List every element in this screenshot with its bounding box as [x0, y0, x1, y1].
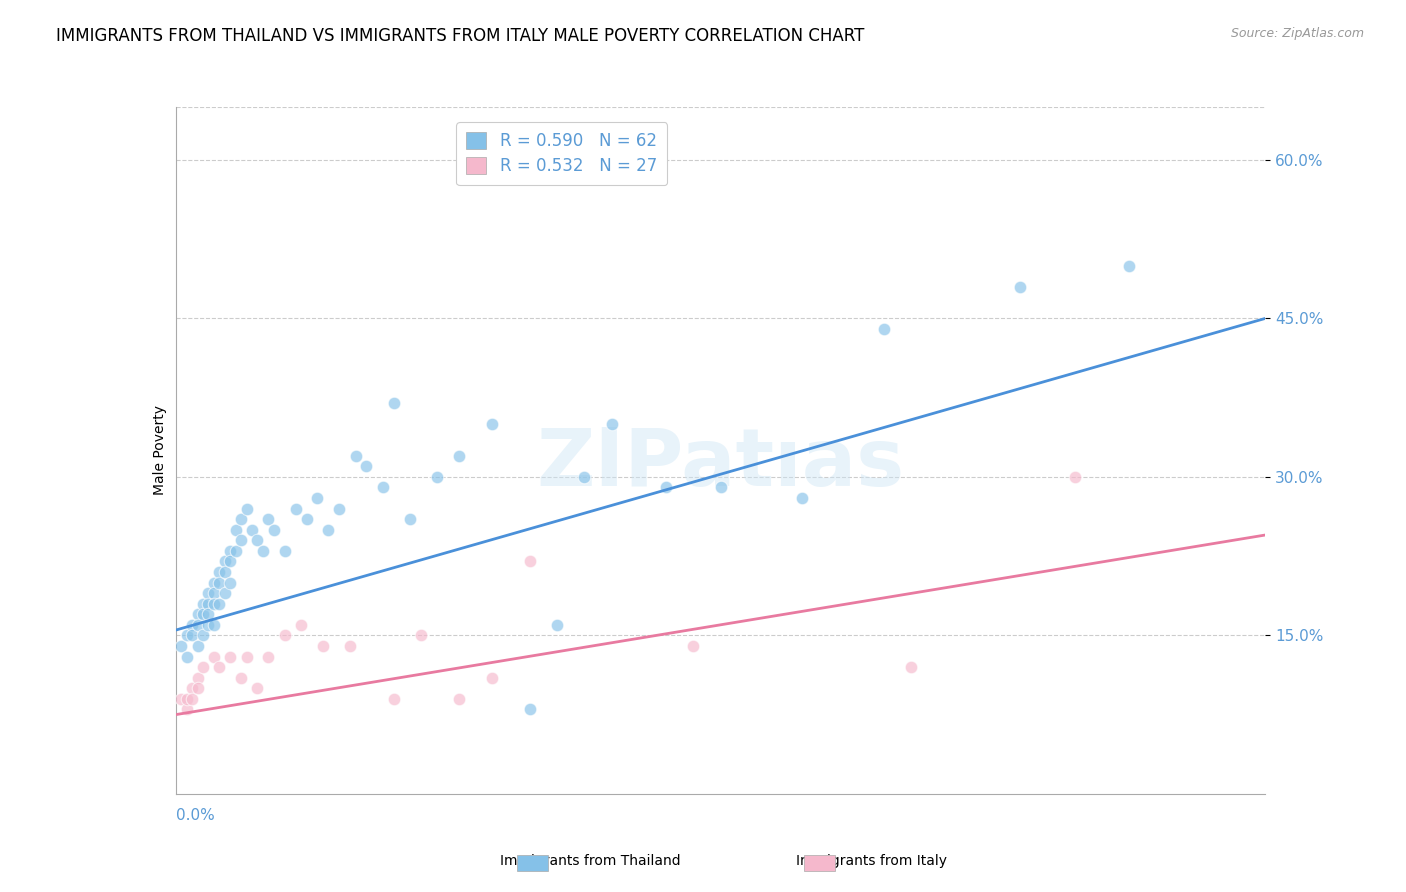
- Point: [214, 554, 236, 568]
- Text: Immigrants from Italy: Immigrants from Italy: [796, 854, 948, 868]
- Point: [600, 417, 623, 431]
- Point: [170, 639, 193, 653]
- Point: [257, 512, 280, 526]
- Point: [235, 501, 257, 516]
- Point: [181, 617, 204, 632]
- Y-axis label: Male Poverty: Male Poverty: [153, 406, 167, 495]
- Point: [219, 649, 242, 664]
- Point: [176, 628, 198, 642]
- Point: [202, 586, 225, 600]
- Point: [176, 649, 198, 664]
- Point: [1010, 279, 1032, 293]
- Point: [371, 480, 394, 494]
- Point: [197, 586, 219, 600]
- Point: [252, 544, 274, 558]
- Point: [191, 607, 214, 622]
- Point: [574, 470, 596, 484]
- Point: [208, 565, 231, 579]
- Point: [181, 681, 204, 696]
- Point: [344, 449, 367, 463]
- Point: [186, 681, 209, 696]
- Point: [257, 649, 280, 664]
- Point: [176, 691, 198, 706]
- Point: [1063, 470, 1085, 484]
- Point: [710, 480, 733, 494]
- Point: [202, 575, 225, 590]
- Point: [246, 681, 269, 696]
- Point: [900, 660, 922, 674]
- Point: [225, 544, 247, 558]
- Point: [170, 691, 193, 706]
- Point: [246, 533, 269, 548]
- Point: [186, 617, 209, 632]
- Point: [191, 660, 214, 674]
- Point: [339, 639, 361, 653]
- Point: [186, 639, 209, 653]
- Point: [219, 544, 242, 558]
- Legend: R = 0.590   N = 62, R = 0.532   N = 27: R = 0.590 N = 62, R = 0.532 N = 27: [457, 122, 666, 186]
- Point: [481, 417, 503, 431]
- Point: [186, 671, 209, 685]
- Point: [426, 470, 449, 484]
- Point: [181, 691, 204, 706]
- Point: [399, 512, 422, 526]
- Text: IMMIGRANTS FROM THAILAND VS IMMIGRANTS FROM ITALY MALE POVERTY CORRELATION CHART: IMMIGRANTS FROM THAILAND VS IMMIGRANTS F…: [56, 27, 865, 45]
- Text: Source: ZipAtlas.com: Source: ZipAtlas.com: [1230, 27, 1364, 40]
- Point: [447, 691, 470, 706]
- Point: [682, 639, 704, 653]
- Point: [208, 575, 231, 590]
- Point: [546, 617, 568, 632]
- Point: [235, 649, 257, 664]
- Point: [186, 607, 209, 622]
- Point: [519, 702, 541, 716]
- Point: [191, 597, 214, 611]
- Point: [202, 649, 225, 664]
- Point: [197, 607, 219, 622]
- Point: [191, 628, 214, 642]
- Point: [231, 533, 253, 548]
- Point: [481, 671, 503, 685]
- Point: [312, 639, 335, 653]
- Point: [231, 512, 253, 526]
- Point: [295, 512, 318, 526]
- Point: [447, 449, 470, 463]
- Point: [208, 660, 231, 674]
- Point: [519, 554, 541, 568]
- Point: [290, 617, 312, 632]
- Text: 0.0%: 0.0%: [176, 807, 215, 822]
- Point: [225, 523, 247, 537]
- Point: [263, 523, 285, 537]
- Point: [197, 597, 219, 611]
- Point: [1118, 259, 1140, 273]
- Point: [219, 575, 242, 590]
- Point: [197, 617, 219, 632]
- Point: [284, 501, 307, 516]
- Point: [382, 396, 405, 410]
- Point: [307, 491, 329, 505]
- Text: Immigrants from Thailand: Immigrants from Thailand: [501, 854, 681, 868]
- Point: [214, 565, 236, 579]
- Point: [202, 597, 225, 611]
- Point: [792, 491, 814, 505]
- Point: [274, 628, 297, 642]
- Point: [318, 523, 340, 537]
- Point: [409, 628, 432, 642]
- Point: [873, 322, 896, 336]
- Point: [214, 586, 236, 600]
- Point: [382, 691, 405, 706]
- Point: [655, 480, 678, 494]
- Point: [176, 702, 198, 716]
- Point: [328, 501, 350, 516]
- Point: [240, 523, 263, 537]
- Point: [274, 544, 297, 558]
- Point: [219, 554, 242, 568]
- Text: ZIPatıas: ZIPatıas: [537, 425, 904, 503]
- Point: [208, 597, 231, 611]
- Point: [181, 628, 204, 642]
- Point: [202, 617, 225, 632]
- Point: [231, 671, 253, 685]
- Point: [356, 459, 378, 474]
